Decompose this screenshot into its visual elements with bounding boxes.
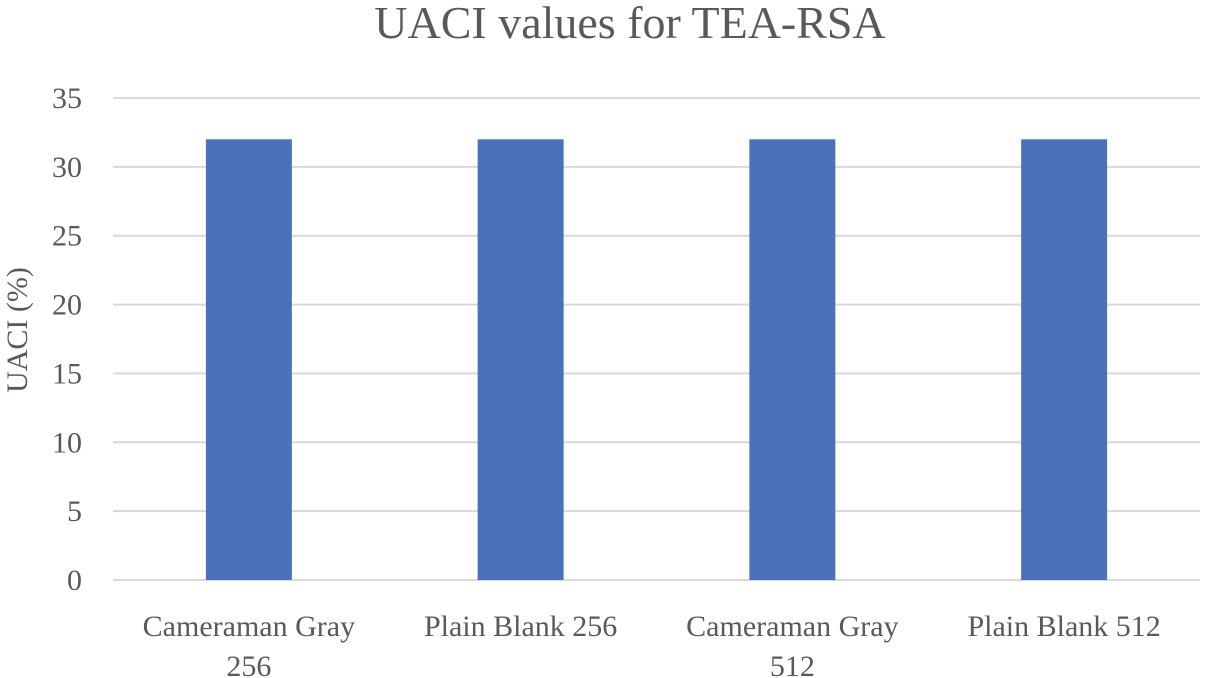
y-axis-ticks: 0 5 10 15 20 25 30 35	[52, 82, 82, 597]
chart-title: UACI values for TEA-RSA	[374, 0, 885, 48]
y-axis-label: UACI (%)	[1, 267, 34, 393]
y-tick-label: 25	[52, 220, 82, 253]
x-tick-label: Plain Blank 256	[424, 610, 617, 643]
bar	[1021, 139, 1108, 581]
y-tick-label: 10	[52, 426, 82, 459]
bar	[749, 139, 836, 581]
y-tick-label: 15	[52, 357, 82, 390]
bar	[477, 139, 564, 581]
bar	[205, 139, 292, 581]
y-tick-label: 35	[52, 82, 82, 115]
x-tick-label: Cameraman Gray 512	[686, 610, 898, 678]
y-tick-label: 20	[52, 289, 82, 322]
y-tick-label: 5	[67, 495, 82, 528]
y-tick-label: 30	[52, 151, 82, 184]
bars	[205, 139, 1108, 581]
y-tick-label: 0	[67, 564, 82, 597]
x-axis-ticks: Cameraman Gray 256 Plain Blank 256 Camerama…	[143, 610, 1161, 678]
gridlines	[113, 97, 1200, 581]
x-tick-label: Plain Blank 512	[967, 610, 1160, 643]
x-tick-label: Cameraman Gray 256	[143, 610, 355, 678]
